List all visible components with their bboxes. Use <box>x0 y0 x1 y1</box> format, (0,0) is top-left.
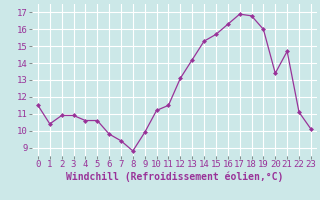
X-axis label: Windchill (Refroidissement éolien,°C): Windchill (Refroidissement éolien,°C) <box>66 172 283 182</box>
